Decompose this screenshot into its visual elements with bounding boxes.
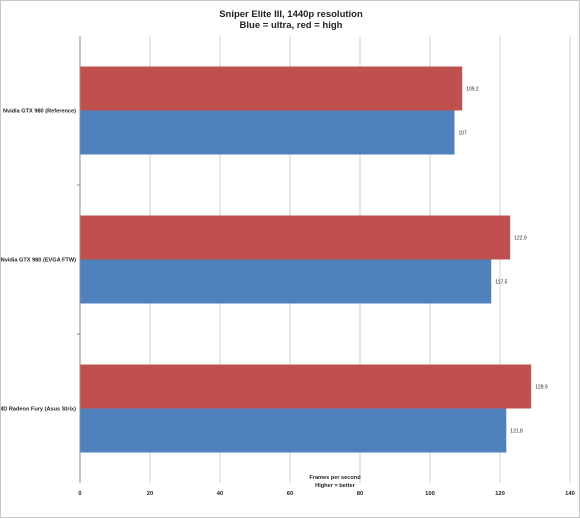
- bar: [80, 66, 463, 111]
- x-tick-label: 20: [147, 491, 153, 497]
- x-tick-label: 60: [287, 491, 293, 497]
- x-axis-note: Higher = better: [315, 483, 355, 489]
- bar: [80, 215, 511, 260]
- chart-title: Sniper Elite III, 1440p resolution: [219, 9, 363, 20]
- bar: [80, 408, 507, 453]
- bar: [80, 259, 492, 304]
- bars: [80, 66, 532, 453]
- value-label: 117.5: [495, 280, 507, 286]
- x-tick-label: 80: [357, 491, 363, 497]
- value-label: 109.2: [466, 87, 479, 93]
- x-tick-label: 40: [217, 491, 223, 497]
- value-label: 128.9: [535, 385, 548, 391]
- category-labels: Nvidia GTX 980 (Reference) Nvidia GTX 980…: [1, 109, 80, 413]
- x-tick-labels: 0 20 40 60 80 100 120 140: [78, 491, 574, 497]
- category-label: Nvidia GTX 980 (EVGA FTW): [1, 258, 76, 264]
- x-tick-label: 120: [495, 491, 505, 497]
- x-tick-label: 140: [565, 491, 575, 497]
- chart-subtitle: Blue = ultra, red = high: [240, 20, 343, 31]
- x-tick-label: 0: [78, 491, 81, 497]
- value-labels: 109.2 107 122.9 117.5 128.9 121.8: [459, 87, 548, 435]
- x-axis-title: Frames per second: [309, 475, 361, 481]
- value-label: 122.9: [514, 236, 527, 242]
- value-label: 121.8: [510, 429, 523, 435]
- bar: [80, 364, 532, 409]
- value-label: 107: [459, 131, 468, 137]
- category-label: AMD Radeon Fury (Asus Strix): [1, 407, 76, 413]
- category-label: Nvidia GTX 980 (Reference): [3, 109, 76, 115]
- x-tick-label: 100: [425, 491, 435, 497]
- bar: [80, 110, 455, 155]
